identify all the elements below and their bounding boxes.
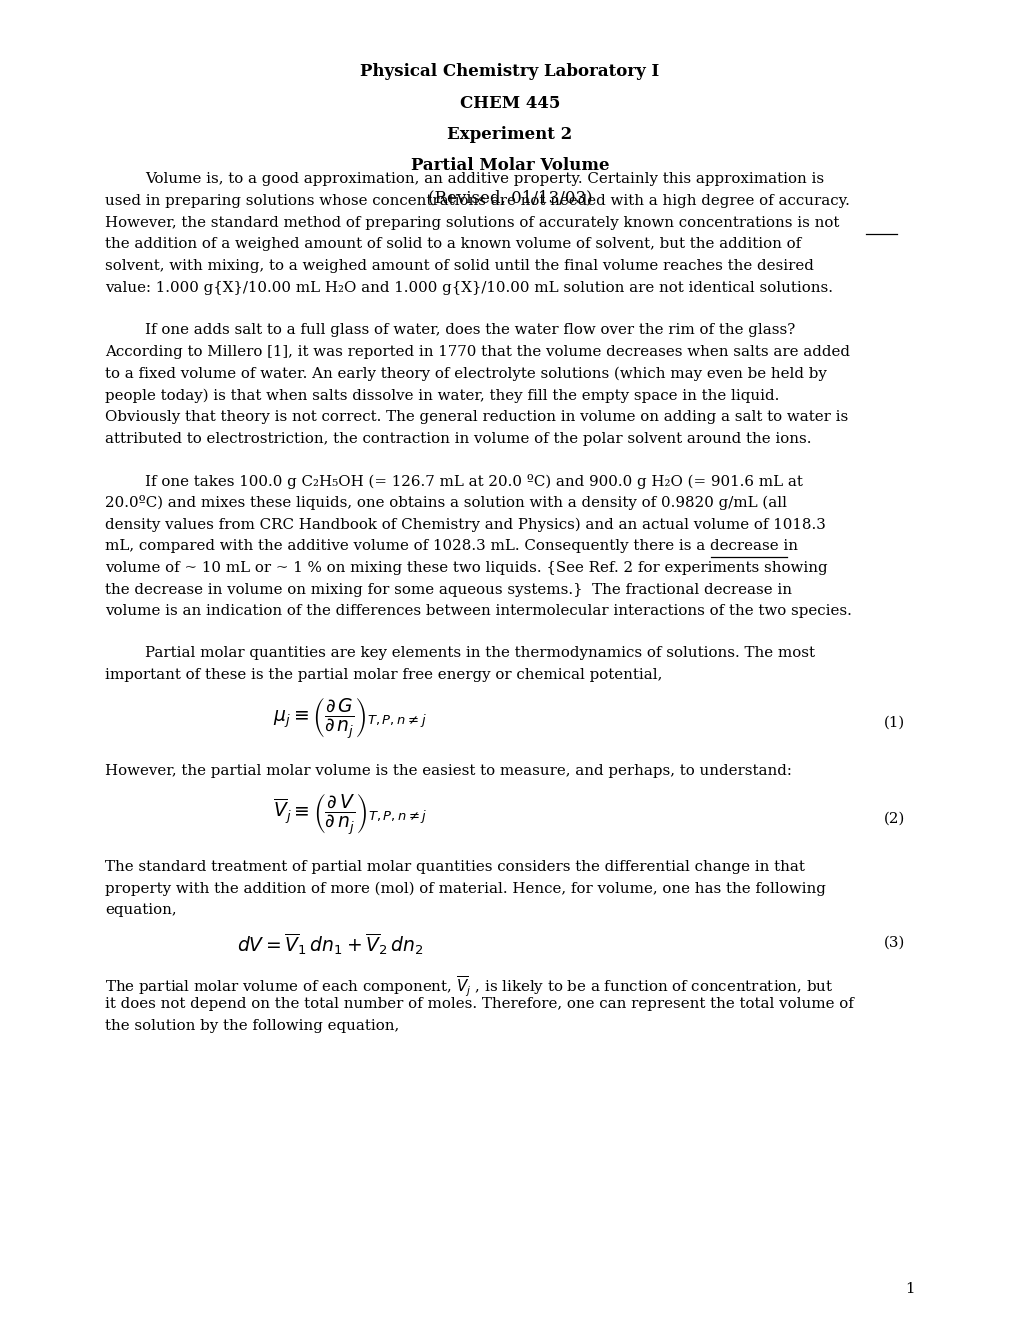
Text: According to Millero [1], it was reported in 1770 that the volume decreases when: According to Millero [1], it was reporte… xyxy=(105,345,849,359)
Text: The standard treatment of partial molar quantities considers the differential ch: The standard treatment of partial molar … xyxy=(105,859,804,874)
Text: volume is an indication of the differences between intermolecular interactions o: volume is an indication of the differenc… xyxy=(105,605,851,618)
Text: mL, compared with the additive volume of 1028.3 mL. Consequently there is a decr: mL, compared with the additive volume of… xyxy=(105,539,797,553)
Text: 1: 1 xyxy=(905,1282,914,1296)
Text: to a fixed volume of water. An early theory of electrolyte solutions (which may : to a fixed volume of water. An early the… xyxy=(105,367,826,380)
Text: However, the standard method of preparing solutions of accurately known concentr: However, the standard method of preparin… xyxy=(105,215,839,230)
Text: equation,: equation, xyxy=(105,903,176,917)
Text: CHEM 445: CHEM 445 xyxy=(460,95,559,111)
Text: volume of ~ 10 mL or ~ 1 % on mixing these two liquids. {See Ref. 2 for experime: volume of ~ 10 mL or ~ 1 % on mixing the… xyxy=(105,561,826,574)
Text: it does not depend on the total number of moles. Therefore, one can represent th: it does not depend on the total number o… xyxy=(105,997,853,1011)
Text: The partial molar volume of each component, $\overline{V}_j$ , is likely to be a: The partial molar volume of each compone… xyxy=(105,975,833,999)
Text: Volume is, to a good approximation, an additive property. Certainly this approxi: Volume is, to a good approximation, an a… xyxy=(145,172,823,186)
Text: property with the addition of more (mol) of material. Hence, for volume, one has: property with the addition of more (mol)… xyxy=(105,882,825,896)
Text: density values from CRC Handbook of Chemistry and Physics) and an actual volume : density values from CRC Handbook of Chem… xyxy=(105,517,825,532)
Text: value: 1.000 g{X}/10.00 mL H₂O and 1.000 g{X}/10.00 mL solution are not identica: value: 1.000 g{X}/10.00 mL H₂O and 1.000… xyxy=(105,281,833,294)
Text: the addition of a weighed amount of solid to a known volume of solvent, but the : the addition of a weighed amount of soli… xyxy=(105,238,801,251)
Text: $\overline{V}_j \equiv \left(\dfrac{\partial\, V}{\partial\, n_j}\right)_{T,P,n\: $\overline{V}_j \equiv \left(\dfrac{\par… xyxy=(272,792,427,837)
Text: (1): (1) xyxy=(883,715,904,730)
Text: Experiment 2: Experiment 2 xyxy=(447,125,572,143)
Text: attributed to electrostriction, the contraction in volume of the polar solvent a: attributed to electrostriction, the cont… xyxy=(105,432,811,446)
Text: used in preparing solutions whose concentrations are not needed with a high degr: used in preparing solutions whose concen… xyxy=(105,194,849,207)
Text: Obviously that theory is not correct. The general reduction in volume on adding : Obviously that theory is not correct. Th… xyxy=(105,411,848,424)
Text: (Revised, 01/13/03): (Revised, 01/13/03) xyxy=(427,189,592,206)
Text: Partial molar quantities are key elements in the thermodynamics of solutions. Th: Partial molar quantities are key element… xyxy=(145,647,814,660)
Text: people today) is that when salts dissolve in water, they fill the empty space in: people today) is that when salts dissolv… xyxy=(105,388,779,403)
Text: $dV = \overline{V}_1\,dn_1 + \overline{V}_2\,dn_2$: $dV = \overline{V}_1\,dn_1 + \overline{V… xyxy=(236,931,423,957)
Text: If one takes 100.0 g C₂H₅OH (= 126.7 mL at 20.0 ºC) and 900.0 g H₂O (= 901.6 mL : If one takes 100.0 g C₂H₅OH (= 126.7 mL … xyxy=(145,474,802,488)
Text: Physical Chemistry Laboratory I: Physical Chemistry Laboratory I xyxy=(360,63,659,81)
Text: (3): (3) xyxy=(882,936,904,950)
Text: 20.0ºC) and mixes these liquids, one obtains a solution with a density of 0.9820: 20.0ºC) and mixes these liquids, one obt… xyxy=(105,495,787,511)
Text: Partial Molar Volume: Partial Molar Volume xyxy=(411,157,608,174)
Text: the solution by the following equation,: the solution by the following equation, xyxy=(105,1019,398,1032)
Text: (2): (2) xyxy=(882,812,904,825)
Text: However, the partial molar volume is the easiest to measure, and perhaps, to und: However, the partial molar volume is the… xyxy=(105,764,791,777)
Text: If one adds salt to a full glass of water, does the water flow over the rim of t: If one adds salt to a full glass of wate… xyxy=(145,323,795,337)
Text: $\mu_j \equiv \left(\dfrac{\partial\, G}{\partial\, n_j}\right)_{T,P,n\neq j}$: $\mu_j \equiv \left(\dfrac{\partial\, G}… xyxy=(273,696,426,742)
Text: the decrease in volume on mixing for some aqueous systems.}  The fractional decr: the decrease in volume on mixing for som… xyxy=(105,582,791,597)
Text: solvent, with mixing, to a weighed amount of solid until the final volume reache: solvent, with mixing, to a weighed amoun… xyxy=(105,259,813,273)
Text: important of these is the partial molar free energy or chemical potential,: important of these is the partial molar … xyxy=(105,668,661,682)
